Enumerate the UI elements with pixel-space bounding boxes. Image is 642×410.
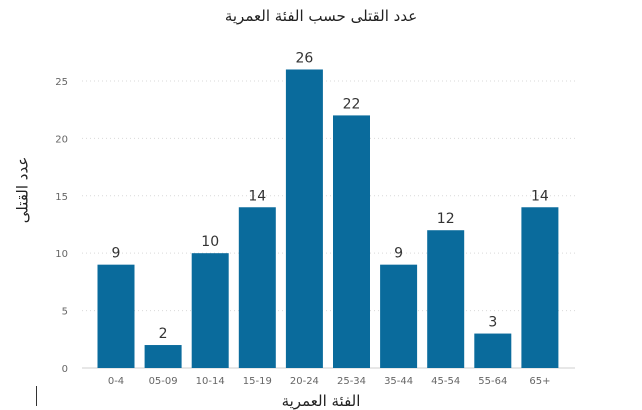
data-label: 2 xyxy=(159,326,168,342)
x-tick-label: 55-64 xyxy=(478,376,507,387)
data-label: 9 xyxy=(394,246,403,262)
y-tick-label: 20 xyxy=(55,134,68,145)
y-tick-label: 25 xyxy=(55,77,68,88)
data-label: 14 xyxy=(531,188,549,204)
data-label: 26 xyxy=(295,50,313,66)
bar xyxy=(380,264,418,368)
y-tick-label: 0 xyxy=(62,364,68,375)
y-tick-label: 10 xyxy=(55,249,68,260)
x-tick-label: 65+ xyxy=(529,376,550,387)
data-label: 9 xyxy=(112,246,121,262)
bar xyxy=(191,253,229,368)
data-label: 10 xyxy=(201,234,219,250)
x-tick-label: 20-24 xyxy=(290,376,319,387)
bar xyxy=(238,207,276,368)
bar xyxy=(427,230,465,368)
bar xyxy=(144,345,182,368)
data-label: 14 xyxy=(248,188,266,204)
y-tick-label: 15 xyxy=(55,192,68,203)
bar xyxy=(285,69,323,369)
x-tick-label: 05-09 xyxy=(149,376,178,387)
x-tick-label: 25-34 xyxy=(337,376,366,387)
data-label: 12 xyxy=(437,211,455,227)
x-tick-label: 35-44 xyxy=(384,376,413,387)
chart-title: عدد القتلى حسب الفئة العمرية xyxy=(224,7,418,25)
y-tick-label: 5 xyxy=(62,307,68,318)
data-label: 22 xyxy=(343,96,361,112)
x-tick-label: 15-19 xyxy=(243,376,272,387)
data-label: 3 xyxy=(488,315,497,331)
x-tick-label: 10-14 xyxy=(196,376,225,387)
bar xyxy=(97,264,135,368)
x-tick-label: 0-4 xyxy=(108,376,124,387)
x-axis-title: الفئة العمرية xyxy=(281,392,361,410)
bar xyxy=(474,333,512,368)
x-tick-label: 45-54 xyxy=(431,376,460,387)
bar xyxy=(521,207,559,368)
bar xyxy=(333,115,370,368)
text-cursor xyxy=(36,386,37,406)
